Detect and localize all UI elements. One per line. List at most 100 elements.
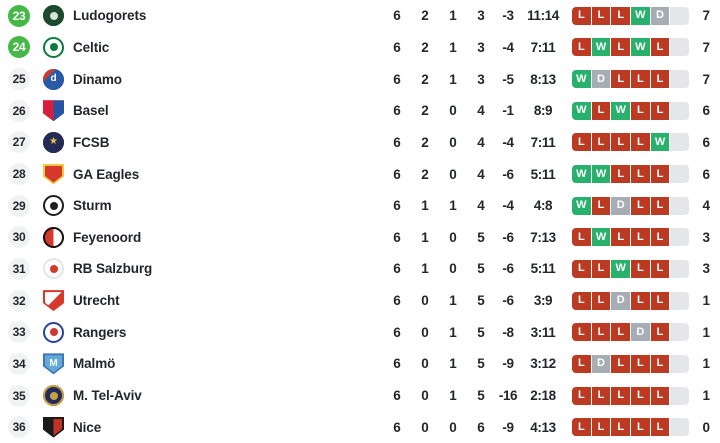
crest-letter: M (49, 357, 58, 369)
stat-goal-diff: -6 (502, 229, 514, 245)
form-result-badge[interactable]: L (631, 354, 650, 373)
stat-losses: 4 (477, 166, 485, 182)
form-result-badge[interactable]: L (631, 70, 650, 89)
form-result-badge[interactable]: L (572, 418, 591, 437)
form-result-badge[interactable]: L (591, 291, 611, 310)
form-result-badge[interactable]: L (650, 418, 670, 437)
position-badge: 33 (8, 321, 30, 344)
form-result-badge[interactable]: L (650, 101, 670, 120)
form-result-badge[interactable]: L (572, 6, 591, 25)
form-result-badge[interactable]: L (631, 133, 650, 152)
form-result-badge[interactable]: L (611, 6, 631, 25)
form-result-badge[interactable]: L (572, 354, 591, 373)
form-result-badge[interactable]: L (631, 196, 650, 215)
form-result-badge[interactable]: W (611, 259, 631, 278)
form-result-badge[interactable]: L (650, 196, 670, 215)
form-result-badge[interactable]: W (591, 165, 611, 184)
stat-played: 6 (393, 324, 401, 340)
form-result-badge[interactable]: L (631, 418, 650, 437)
form-result-badge[interactable]: W (572, 196, 591, 215)
form-result-badge[interactable]: W (631, 6, 650, 25)
form-result-badge[interactable]: L (591, 101, 611, 120)
form-result-badge[interactable]: L (631, 101, 650, 120)
form-result-badge[interactable]: L (572, 291, 591, 310)
form-result-badge[interactable]: L (591, 418, 611, 437)
form-result-badge[interactable]: L (572, 259, 591, 278)
form-result-badge[interactable]: D (611, 291, 631, 310)
form-result-badge[interactable]: L (650, 70, 670, 89)
form-result-badge[interactable]: L (650, 165, 670, 184)
form-result-badge[interactable]: L (572, 386, 591, 405)
form-result-badge[interactable]: D (631, 323, 650, 342)
stat-played: 6 (393, 419, 401, 435)
form-result-badge[interactable]: D (650, 6, 670, 25)
form-result-badge[interactable]: W (591, 38, 611, 57)
position-badge: 34 (8, 352, 30, 375)
form-result-badge[interactable]: W (650, 133, 670, 152)
crest-letter: d (50, 73, 57, 85)
form-result-badge[interactable]: L (591, 196, 611, 215)
form-result-badge[interactable]: L (591, 6, 611, 25)
form-result-badge[interactable]: L (611, 38, 631, 57)
form-result-badge[interactable]: L (650, 38, 670, 57)
form-result-badge[interactable]: D (611, 196, 631, 215)
form-result-badge[interactable]: L (611, 228, 631, 247)
stat-goal-diff: -1 (502, 103, 514, 119)
form-result-badge[interactable]: L (611, 70, 631, 89)
form-result-badge[interactable]: L (650, 354, 670, 373)
form-result-badge[interactable]: L (650, 228, 670, 247)
form-result-badge[interactable]: L (591, 323, 611, 342)
form-result-badge[interactable]: L (591, 259, 611, 278)
form-result-badge[interactable]: W (611, 101, 631, 120)
form-result-badge[interactable]: L (572, 228, 591, 247)
form-result-badge[interactable]: D (591, 70, 611, 89)
form-result-badge[interactable]: L (631, 228, 650, 247)
team-crest-icon (43, 36, 64, 58)
form-result-badge[interactable]: L (631, 386, 650, 405)
team-crest-icon (43, 290, 64, 312)
form-result-badge[interactable]: D (591, 354, 611, 373)
crest-shape (43, 416, 64, 438)
form-result-badge[interactable]: W (591, 228, 611, 247)
form-empty-slot (670, 165, 689, 184)
form-result-badge[interactable]: W (572, 165, 591, 184)
form-result-badge[interactable]: L (650, 291, 670, 310)
form-result-badge[interactable]: L (611, 386, 631, 405)
stat-played: 6 (393, 261, 401, 277)
form-result-badge[interactable]: L (611, 323, 631, 342)
form-result-badge[interactable]: L (650, 259, 670, 278)
form-result-badge[interactable]: W (572, 70, 591, 89)
form-result-badge[interactable]: L (572, 38, 591, 57)
form-result-badge[interactable]: L (572, 133, 591, 152)
form-result-badge[interactable]: L (591, 133, 611, 152)
form-result-badge[interactable]: L (650, 323, 670, 342)
form-result-badge[interactable]: W (572, 101, 591, 120)
form-empty-slot (670, 291, 689, 310)
form-result-badge[interactable]: W (631, 38, 650, 57)
form-result-badge[interactable]: L (611, 418, 631, 437)
form-result-badge[interactable]: L (650, 386, 670, 405)
form-result-badge[interactable]: L (631, 259, 650, 278)
form-result-badge[interactable]: L (572, 323, 591, 342)
form-result-badge[interactable]: L (611, 165, 631, 184)
form-result-badge[interactable]: L (591, 386, 611, 405)
crest-emblem (49, 201, 58, 210)
form-result-badge[interactable]: L (631, 165, 650, 184)
form-result-badge[interactable]: L (611, 133, 631, 152)
form-result-badge[interactable]: L (611, 354, 631, 373)
form-result-badge[interactable]: L (631, 291, 650, 310)
